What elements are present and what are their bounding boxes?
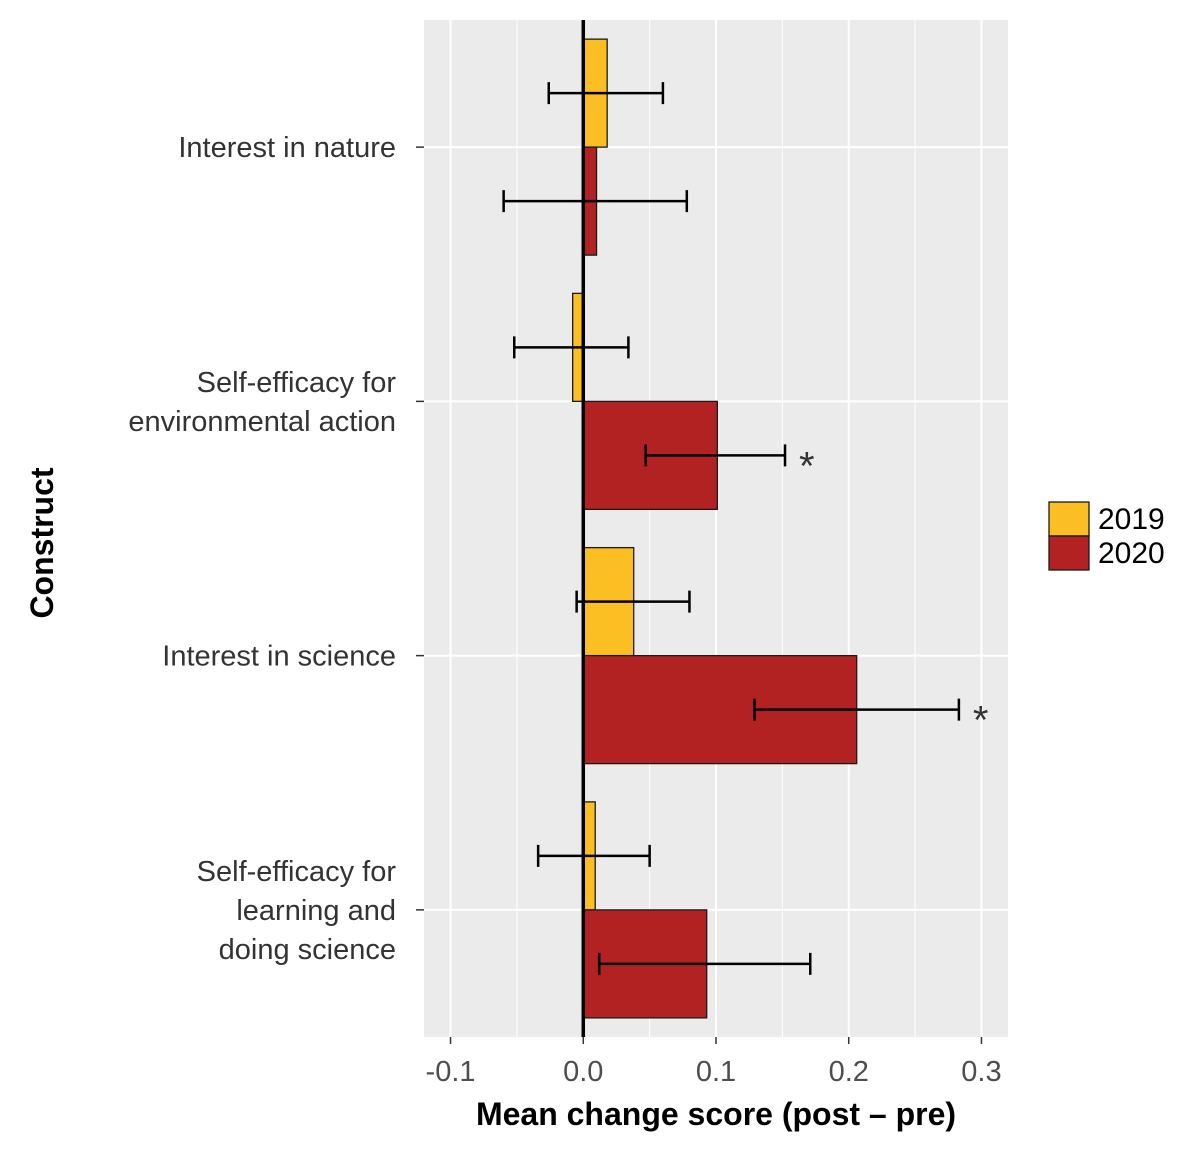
axes: -0.1 0.0 0.1 0.2 0.3 Interest in nature Self-e… [128, 132, 1001, 1088]
category-label: doing science [219, 934, 396, 966]
significance-marker: * [973, 699, 989, 743]
x-tick-label: 0.0 [563, 1056, 603, 1088]
legend-label-2019: 2019 [1098, 503, 1165, 536]
category-label: environmental action [128, 406, 396, 438]
category-label: Self-efficacy for [197, 367, 397, 399]
legend-key-2020 [1048, 535, 1090, 571]
significance-marker: * [799, 444, 815, 488]
category-label: Self-efficacy for [197, 856, 397, 888]
error-bars: ** [502, 82, 989, 975]
category-label: Interest in nature [178, 132, 396, 164]
x-axis-title: Mean change score (post – pre) [476, 1096, 956, 1132]
x-tick-label: 0.2 [829, 1056, 869, 1088]
legend-label-2020: 2020 [1098, 537, 1165, 570]
x-tick-label: 0.3 [961, 1056, 1001, 1088]
x-tick-label: 0.1 [696, 1056, 736, 1088]
x-tick-label: -0.1 [426, 1056, 476, 1088]
category-label: Interest in science [162, 641, 396, 673]
category-label: learning and [236, 895, 396, 927]
y-axis-title: Construct [24, 467, 60, 618]
legend-key-2019 [1048, 501, 1090, 537]
